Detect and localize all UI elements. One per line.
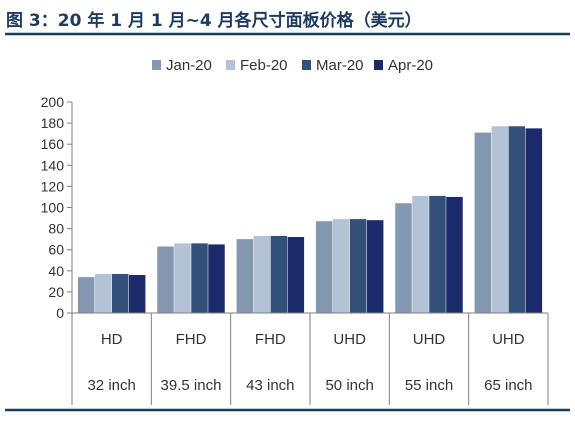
legend-swatch: [374, 60, 383, 70]
y-tick-label: 160: [41, 136, 65, 152]
size-label: 32 inch: [87, 377, 135, 394]
figure-title: 图 3：20 年 1 月 1 月~4 月各尺寸面板价格（美元）: [6, 11, 422, 31]
bar-apr-20: [366, 220, 384, 313]
bar-apr-20: [128, 275, 146, 313]
bar-jan-20: [395, 203, 412, 313]
bar-apr-20: [446, 196, 463, 313]
bars: [77, 126, 543, 313]
legend-label: Mar-20: [316, 57, 364, 74]
bar-apr-20: [525, 128, 543, 313]
legend-label: Jan-20: [166, 57, 212, 74]
legend-swatch: [226, 60, 235, 70]
category-label: UHD: [492, 331, 525, 348]
bar-feb-20: [412, 195, 429, 313]
bar-mar-20: [270, 235, 288, 313]
y-tick-label: 40: [48, 263, 64, 279]
y-tick-label: 120: [41, 178, 65, 194]
category-label: HD: [101, 331, 123, 348]
y-tick-label: 80: [48, 221, 64, 237]
legend: Jan-20 Feb-20 Mar-20 Apr-20: [152, 57, 433, 74]
bar-feb-20: [94, 273, 112, 313]
y-axis: 0 20 40 60 80 100 120 140 160 180 200: [41, 94, 73, 321]
bar-jan-20: [77, 277, 95, 313]
bar-jan-20: [236, 239, 254, 313]
size-label: 50 inch: [325, 377, 373, 394]
y-tick-label: 180: [41, 115, 65, 131]
bar-jan-20: [157, 246, 174, 313]
bar-feb-20: [332, 219, 350, 313]
category-label: UHD: [333, 331, 366, 348]
size-label: 43 inch: [246, 377, 294, 394]
bar-jan-20: [474, 132, 492, 313]
size-label: 55 inch: [405, 377, 453, 394]
y-tick-label: 60: [48, 242, 64, 258]
legend-label: Apr-20: [388, 57, 433, 74]
bar-mar-20: [429, 195, 446, 313]
y-tick-label: 140: [41, 157, 65, 173]
bar-mar-20: [191, 243, 208, 313]
size-label: 39.5 inch: [161, 377, 222, 394]
bar-mar-20: [349, 219, 367, 313]
bar-mar-20: [111, 273, 129, 313]
y-tick-label: 0: [56, 305, 64, 321]
bar-feb-20: [491, 126, 509, 313]
category-label: FHD: [176, 331, 207, 348]
bar-mar-20: [508, 126, 526, 313]
bar-apr-20: [208, 244, 225, 313]
x-axis: HD 32 inch FHD 39.5 inch FHD 43 inch UHD 50 inc…: [71, 312, 549, 405]
category-label: FHD: [255, 331, 286, 348]
bar-feb-20: [253, 235, 271, 313]
category-label: UHD: [413, 331, 446, 348]
bar-feb-20: [174, 243, 191, 313]
legend-label: Feb-20: [240, 57, 288, 74]
y-tick-label: 200: [41, 94, 65, 110]
bar-jan-20: [315, 221, 333, 313]
y-tick-label: 20: [48, 284, 64, 300]
legend-swatch: [302, 60, 311, 70]
size-label: 65 inch: [484, 377, 532, 394]
bar-apr-20: [287, 237, 305, 313]
y-tick-label: 100: [41, 200, 65, 216]
legend-swatch: [152, 60, 161, 70]
